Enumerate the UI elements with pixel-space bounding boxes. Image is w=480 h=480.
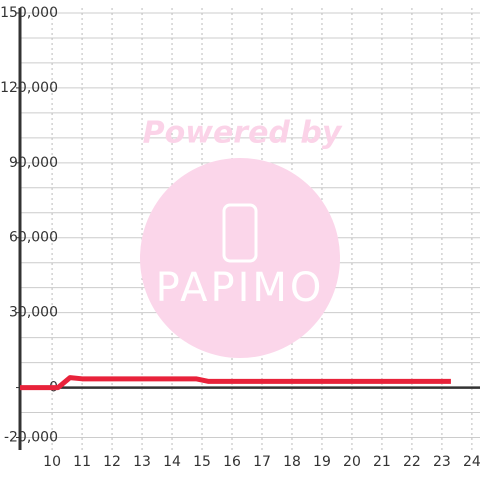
plot: [20, 8, 480, 450]
x-tick-label: 12: [103, 454, 121, 470]
x-tick-label: 11: [73, 454, 91, 470]
x-tick-label: 21: [373, 454, 391, 470]
y-tick-label: -20,000: [4, 430, 58, 446]
foreground: -20,000030,00060,00090,000120,000150,000…: [0, 5, 480, 470]
y-tick-label: 150,000: [0, 5, 58, 21]
x-tick-label: 20: [343, 454, 361, 470]
y-tick-label: 60,000: [9, 230, 58, 246]
x-tick-label: 18: [283, 454, 301, 470]
y-tick-label: 120,000: [0, 80, 58, 96]
x-tick-label: 10: [43, 454, 61, 470]
watermark-icon: [222, 203, 258, 263]
x-tick-label: 15: [193, 454, 211, 470]
y-tick-label: 30,000: [9, 305, 58, 321]
watermark-circle: [140, 158, 340, 358]
x-tick-label: 16: [223, 454, 241, 470]
x-tick-label: 24: [463, 454, 480, 470]
watermark-logo: PAPIMO: [156, 265, 325, 311]
x-tick-label: 13: [133, 454, 151, 470]
x-tick-label: 14: [163, 454, 181, 470]
y-tick-label: 90,000: [9, 155, 58, 171]
data-line: [20, 375, 451, 391]
x-tick-label: 19: [313, 454, 331, 470]
watermark-text: Powered by: [143, 116, 343, 151]
x-tick-label: 22: [403, 454, 421, 470]
x-tick-label: 17: [253, 454, 271, 470]
x-tick-label: 23: [433, 454, 451, 470]
